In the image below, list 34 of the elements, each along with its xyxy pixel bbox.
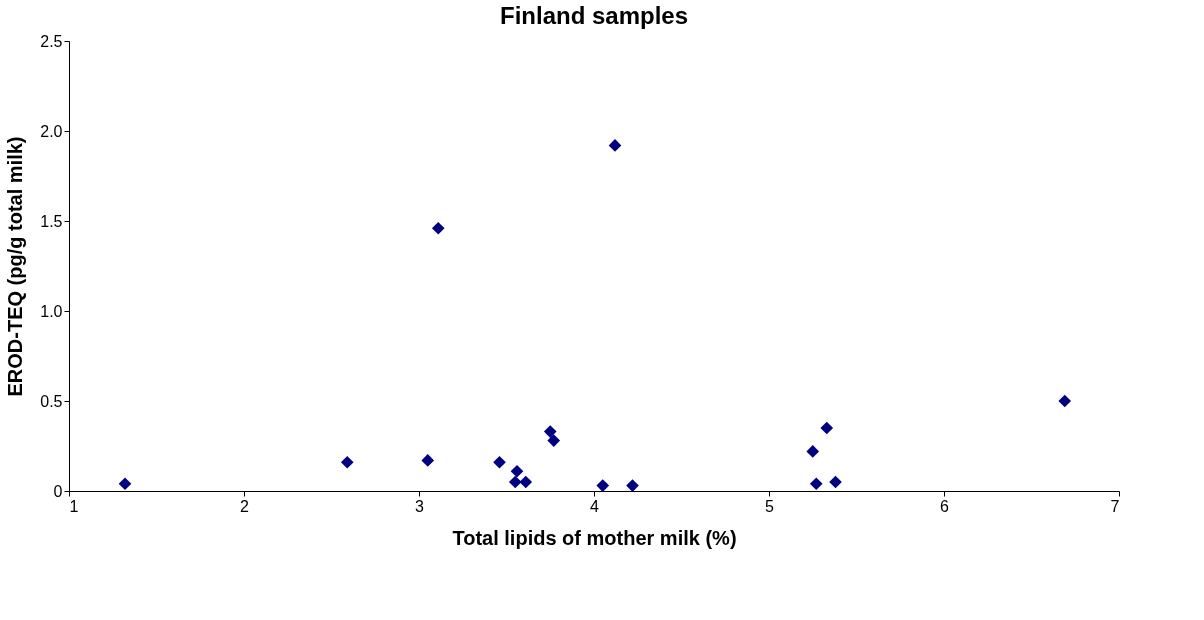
y-tick-label: 1.0 — [40, 302, 63, 320]
x-tick-label: 3 — [415, 497, 425, 515]
x-tick-label: 6 — [940, 497, 950, 515]
point — [608, 139, 622, 152]
point — [1058, 394, 1072, 408]
x-tick-label: 4 — [590, 497, 600, 515]
point — [806, 445, 820, 458]
y-tick-label: 1.5 — [40, 212, 63, 230]
point — [547, 434, 561, 447]
chart-title: Finland samples — [499, 2, 689, 29]
point — [829, 475, 842, 489]
point — [340, 455, 354, 469]
y-tick-label: 2.0 — [40, 122, 63, 140]
point — [626, 479, 639, 492]
y-tick-label: 2.5 — [40, 32, 63, 50]
y-tick-label: 0 — [53, 482, 63, 500]
point — [820, 421, 834, 435]
x-tick-label: 7 — [1110, 497, 1120, 515]
point — [510, 464, 524, 478]
x-tick-label: 1 — [69, 497, 79, 515]
point — [118, 477, 132, 491]
point — [421, 454, 435, 467]
y-axis-title: EROD-TEQ (pg/g total milk) — [4, 136, 27, 397]
point — [519, 475, 533, 489]
x-axis-title: Total lipids of mother milk (%) — [452, 526, 737, 549]
point — [508, 475, 522, 489]
y-tick-label: 0.5 — [40, 392, 63, 410]
point — [431, 221, 445, 235]
point — [493, 455, 506, 469]
x-tick-label: 2 — [240, 497, 250, 515]
point — [543, 425, 557, 438]
x-tick-label: 5 — [765, 497, 775, 515]
point — [809, 477, 823, 491]
point — [596, 479, 610, 492]
